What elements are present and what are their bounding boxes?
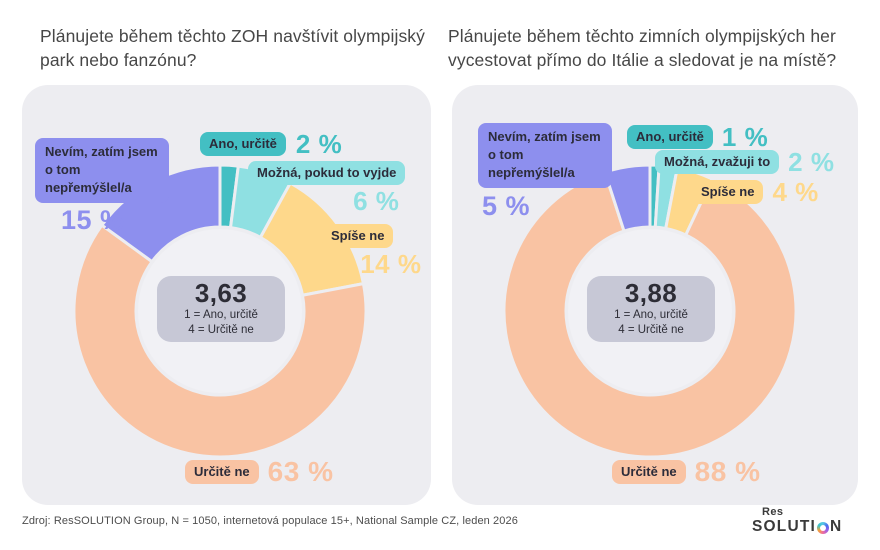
- label-percent: 14 %: [360, 249, 422, 280]
- logo-word-right: N: [830, 518, 843, 536]
- label-percent: 5 %: [482, 190, 531, 221]
- label-percent: 4 %: [772, 177, 819, 207]
- label-spise-right: Spíše ne 4 %: [692, 178, 819, 207]
- label-badge: Ano, určitě: [627, 125, 713, 150]
- label-spise-left: Spíše ne 14 %: [322, 224, 421, 279]
- label-percent: 2 %: [295, 129, 343, 159]
- scale-note-min: 1 = Ano, určitě: [614, 308, 688, 321]
- label-percent: 88 %: [694, 456, 761, 487]
- label-urcite-right: Určitě ne 88 %: [612, 456, 761, 488]
- mean-value: 3,63: [194, 278, 248, 309]
- label-percent: 1 %: [721, 122, 769, 152]
- label-nevim-right: Nevím, zatím jsem o tom nepřemýšlel/a 5 …: [478, 123, 612, 221]
- label-badge: Nevím, zatím jsem o tom nepřemýšlel/a: [478, 123, 612, 188]
- mean-box-left: 3,63 1 = Ano, určitě 4 = Určitě ne: [157, 276, 285, 342]
- donut-segment: [603, 163, 652, 233]
- label-mozna-right: Možná, zvažuji to 2 %: [655, 148, 834, 177]
- label-ano-left: Ano, určitě 2 %: [200, 130, 342, 159]
- label-percent: 2 %: [788, 147, 835, 177]
- label-nevim-left: Nevím, zatím jsem o tom nepřemýšlel/a 15…: [35, 138, 169, 235]
- chart-title-left: Plánujete během těchto ZOH navštívit oly…: [40, 26, 425, 71]
- label-badge: Spíše ne: [692, 180, 764, 205]
- label-badge: Nevím, zatím jsem o tom nepřemýšlel/a: [35, 138, 169, 203]
- label-badge: Určitě ne: [185, 460, 259, 485]
- scale-note-max: 4 = Určitě ne: [188, 323, 254, 336]
- logo-res-text: Res: [762, 506, 784, 518]
- logo-word-left: SOLUTI: [752, 518, 817, 536]
- chart-title-right: Plánujete během těchto zimních olympijsk…: [448, 26, 837, 71]
- donut-segment: [502, 170, 798, 459]
- scale-note-max: 4 = Určitě ne: [618, 323, 684, 336]
- logo-o-ring-icon: [817, 521, 830, 534]
- mean-box-right: 3,88 1 = Ano, určitě 4 = Určitě ne: [587, 276, 715, 342]
- chart-card-left: 3,63 1 = Ano, určitě 4 = Určitě ne Nevím…: [22, 85, 431, 505]
- label-percent: 6 %: [353, 186, 400, 217]
- donut-segment: [72, 223, 368, 459]
- scale-note-min: 1 = Ano, určitě: [184, 308, 258, 321]
- ressolution-logo: Res SOLUTI N: [752, 506, 842, 535]
- label-badge: Určitě ne: [612, 460, 686, 485]
- source-note: Zdroj: ResSOLUTION Group, N = 1050, inte…: [22, 515, 518, 527]
- label-badge: Možná, pokud to vyjde: [248, 161, 406, 186]
- label-ano-right: Ano, určitě 1 %: [627, 123, 768, 152]
- label-badge: Spíše ne: [322, 224, 394, 249]
- label-badge: Možná, zvažuji to: [655, 150, 780, 175]
- chart-card-right: 3,88 1 = Ano, určitě 4 = Určitě ne Nevím…: [452, 85, 858, 505]
- mean-value: 3,88: [624, 278, 678, 309]
- label-mozna-left: Možná, pokud to vyjde 6 %: [248, 161, 406, 217]
- label-percent: 63 %: [267, 456, 334, 487]
- logo-solution-text: SOLUTI N: [752, 518, 842, 535]
- label-urcite-left: Určitě ne 63 %: [185, 456, 334, 488]
- label-percent: 15 %: [61, 204, 125, 235]
- label-badge: Ano, určitě: [200, 132, 286, 157]
- donut-chart-right: [502, 163, 798, 459]
